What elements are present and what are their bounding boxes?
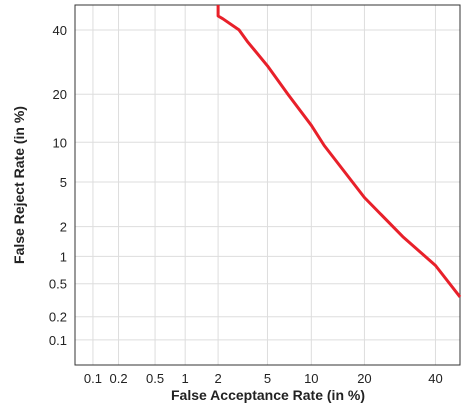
plot-frame xyxy=(74,4,461,366)
y-tick-label: 0.1 xyxy=(49,333,67,348)
y-tick-label: 5 xyxy=(60,175,67,190)
y-axis-title: False Reject Rate (in %) xyxy=(11,106,27,264)
x-tick-label: 1 xyxy=(182,371,189,386)
x-tick-label: 0.5 xyxy=(146,371,164,386)
x-tick-label: 0.2 xyxy=(110,371,128,386)
y-tick-label: 0.5 xyxy=(49,277,67,292)
x-tick-label: 5 xyxy=(264,371,271,386)
x-tick-label: 2 xyxy=(214,371,221,386)
y-tick-label: 0.2 xyxy=(49,310,67,325)
x-axis-title: False Acceptance Rate (in %) xyxy=(171,387,365,403)
x-tick-label: 20 xyxy=(357,371,371,386)
y-tick-label: 40 xyxy=(53,23,67,38)
y-tick-label: 1 xyxy=(60,249,67,264)
det-curve xyxy=(216,5,462,298)
y-tick-label: 2 xyxy=(60,220,67,235)
x-tick-label: 0.1 xyxy=(84,371,102,386)
x-tick-label: 10 xyxy=(304,371,318,386)
x-tick-label: 40 xyxy=(428,371,442,386)
y-tick-label: 20 xyxy=(53,87,67,102)
y-tick-label: 10 xyxy=(53,135,67,150)
